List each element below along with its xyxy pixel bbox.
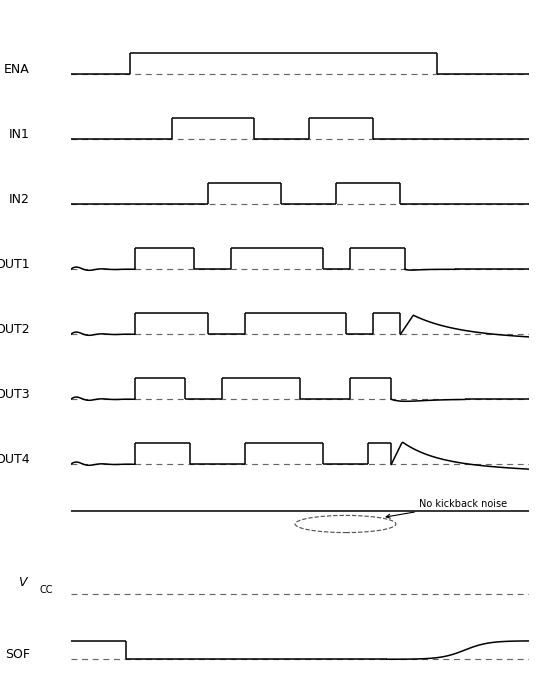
Text: IN1: IN1 bbox=[9, 128, 29, 141]
Text: SOF: SOF bbox=[5, 648, 29, 661]
Text: $V$: $V$ bbox=[19, 575, 29, 589]
Text: OUT1: OUT1 bbox=[0, 258, 29, 271]
Text: No kickback noise: No kickback noise bbox=[386, 499, 507, 518]
Text: ENA: ENA bbox=[4, 63, 29, 76]
Text: OUT3: OUT3 bbox=[0, 388, 29, 401]
Text: OUT2: OUT2 bbox=[0, 323, 29, 336]
Text: CC: CC bbox=[39, 586, 52, 595]
Text: IN2: IN2 bbox=[9, 193, 29, 206]
Text: OUT4: OUT4 bbox=[0, 453, 29, 466]
